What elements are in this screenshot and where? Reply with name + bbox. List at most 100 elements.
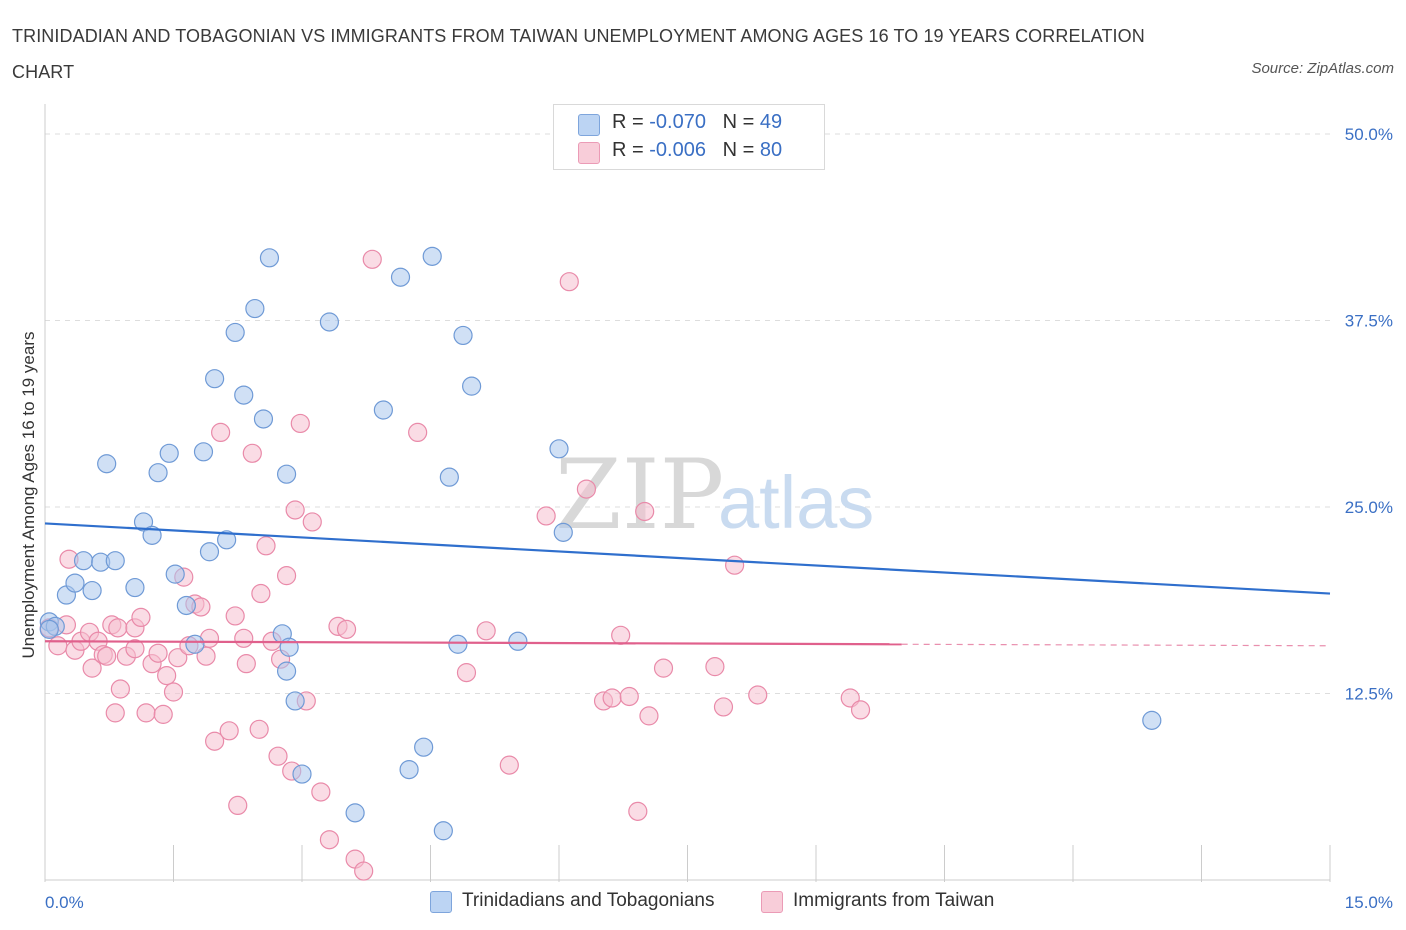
trinidadian-point [549,439,569,459]
taiwan-point [153,704,173,724]
taiwan-point [362,249,382,269]
y-axis-label: Unemployment Among Ages 16 to 19 years [19,332,38,659]
legend-r-value: -0.070 [649,111,706,133]
taiwan-point [336,619,357,639]
trinidadian-point [433,821,453,841]
y-tick-label: 12.5% [1345,685,1393,704]
watermark-atlas: atlas [718,461,874,544]
trinidadian-point [439,467,459,487]
trinidadian-point [205,369,225,389]
trinidadian-point [133,512,154,532]
taiwan-point [639,706,659,726]
bottom-legend-label: Immigrants from Taiwan [793,890,995,911]
taiwan-point [619,686,639,707]
taiwan-point [256,536,276,556]
stats-legend: R = -0.070 N = 49 R = -0.006 N = 80 [553,104,825,170]
taiwan-trend-line [44,640,902,646]
taiwan-point [602,688,622,708]
taiwan-point [108,618,128,638]
taiwan-point [131,607,151,628]
taiwan-point [285,500,305,520]
legend-n-label: N = [722,139,760,161]
trinidadian-point [159,443,179,463]
trinidadian-point [414,737,434,757]
trinidadian-point [97,454,117,474]
trinidadian-point [217,530,237,550]
trinidadian-point [285,691,305,711]
trinidadian-point [276,464,297,484]
legend-r-value: -0.006 [649,139,706,161]
taiwan-point [82,658,102,678]
taiwan-trend-line-dashed [901,643,1331,647]
taiwan-point [157,665,177,686]
taiwan-point [234,628,254,648]
taiwan-point [653,658,674,678]
taiwan-point [536,506,556,526]
taiwan-point [97,646,117,666]
trinidadian-point [422,246,442,266]
trinidadian-point [508,631,528,651]
taiwan-point [228,795,248,816]
trinidadian-point [276,661,297,681]
taiwan-point [311,782,331,802]
source-credit: Source: ZipAtlas.com [1251,60,1394,77]
taiwan-point [850,700,871,720]
trinidadian-point [1142,710,1162,730]
trinidadian-point [453,325,473,346]
trinidadian-point [259,248,280,268]
taiwan-point [148,643,168,663]
legend-swatch-pink [578,142,600,164]
trinidadian-point [234,385,254,405]
axes: 12.5% 25.0% 37.5% 50.0% 0.0% 15.0% [44,104,1393,912]
watermark: ZIP atlas [555,439,874,551]
taiwan-point [211,422,231,442]
trinidadian-point [345,803,365,823]
trinidadian-point [399,759,419,780]
taiwan-point [302,512,322,532]
taiwan-point [559,272,579,292]
taiwan-point [290,413,310,434]
taiwan-point [205,731,225,751]
taiwan-point [354,861,374,881]
taiwan-point [236,654,256,674]
legend-r-label: R = [612,139,650,161]
taiwan-point [576,479,597,499]
trinidadian-trend-line [44,522,1331,595]
trinidadian-point [390,267,411,287]
taiwan-point [163,682,184,702]
taiwan-point [456,663,477,683]
taiwan-point [276,566,297,586]
trinidadian-point [199,542,220,562]
taiwan-point [136,703,156,723]
taiwan-point [499,755,519,775]
taiwan-point [635,501,655,522]
trinidadian-point [165,564,185,584]
trinidadian-point [225,322,245,343]
trinidadian-point [82,580,102,601]
trinidadian-point [373,400,393,420]
taiwan-point [105,703,125,723]
taiwan-point [249,719,269,739]
trinidadian-point [148,463,168,483]
taiwan-point [713,697,734,717]
trinidadian-point [193,442,214,462]
trinidadian-point [319,312,340,332]
taiwan-point [125,639,145,659]
trinidadian-point [39,619,59,639]
trend-lines [44,522,1331,647]
trinidadian-point [279,637,299,657]
chart-title: TRINIDADIAN AND TOBAGONIAN VS IMMIGRANTS… [12,26,1145,82]
taiwan-point [219,721,239,741]
trinidadian-point [65,573,85,593]
bottom-legend-swatch-blue [430,891,452,913]
legend-r-label: R = [612,111,650,133]
data-points [39,246,1162,881]
trinidadian-point [176,595,196,616]
bottom-legend-swatch-pink [761,891,783,913]
taiwan-point [242,443,262,463]
y-tick-label: 25.0% [1345,498,1393,517]
taiwan-point [268,746,288,766]
trinidadian-point [185,634,205,654]
x-tick-label: 15.0% [1345,893,1393,912]
